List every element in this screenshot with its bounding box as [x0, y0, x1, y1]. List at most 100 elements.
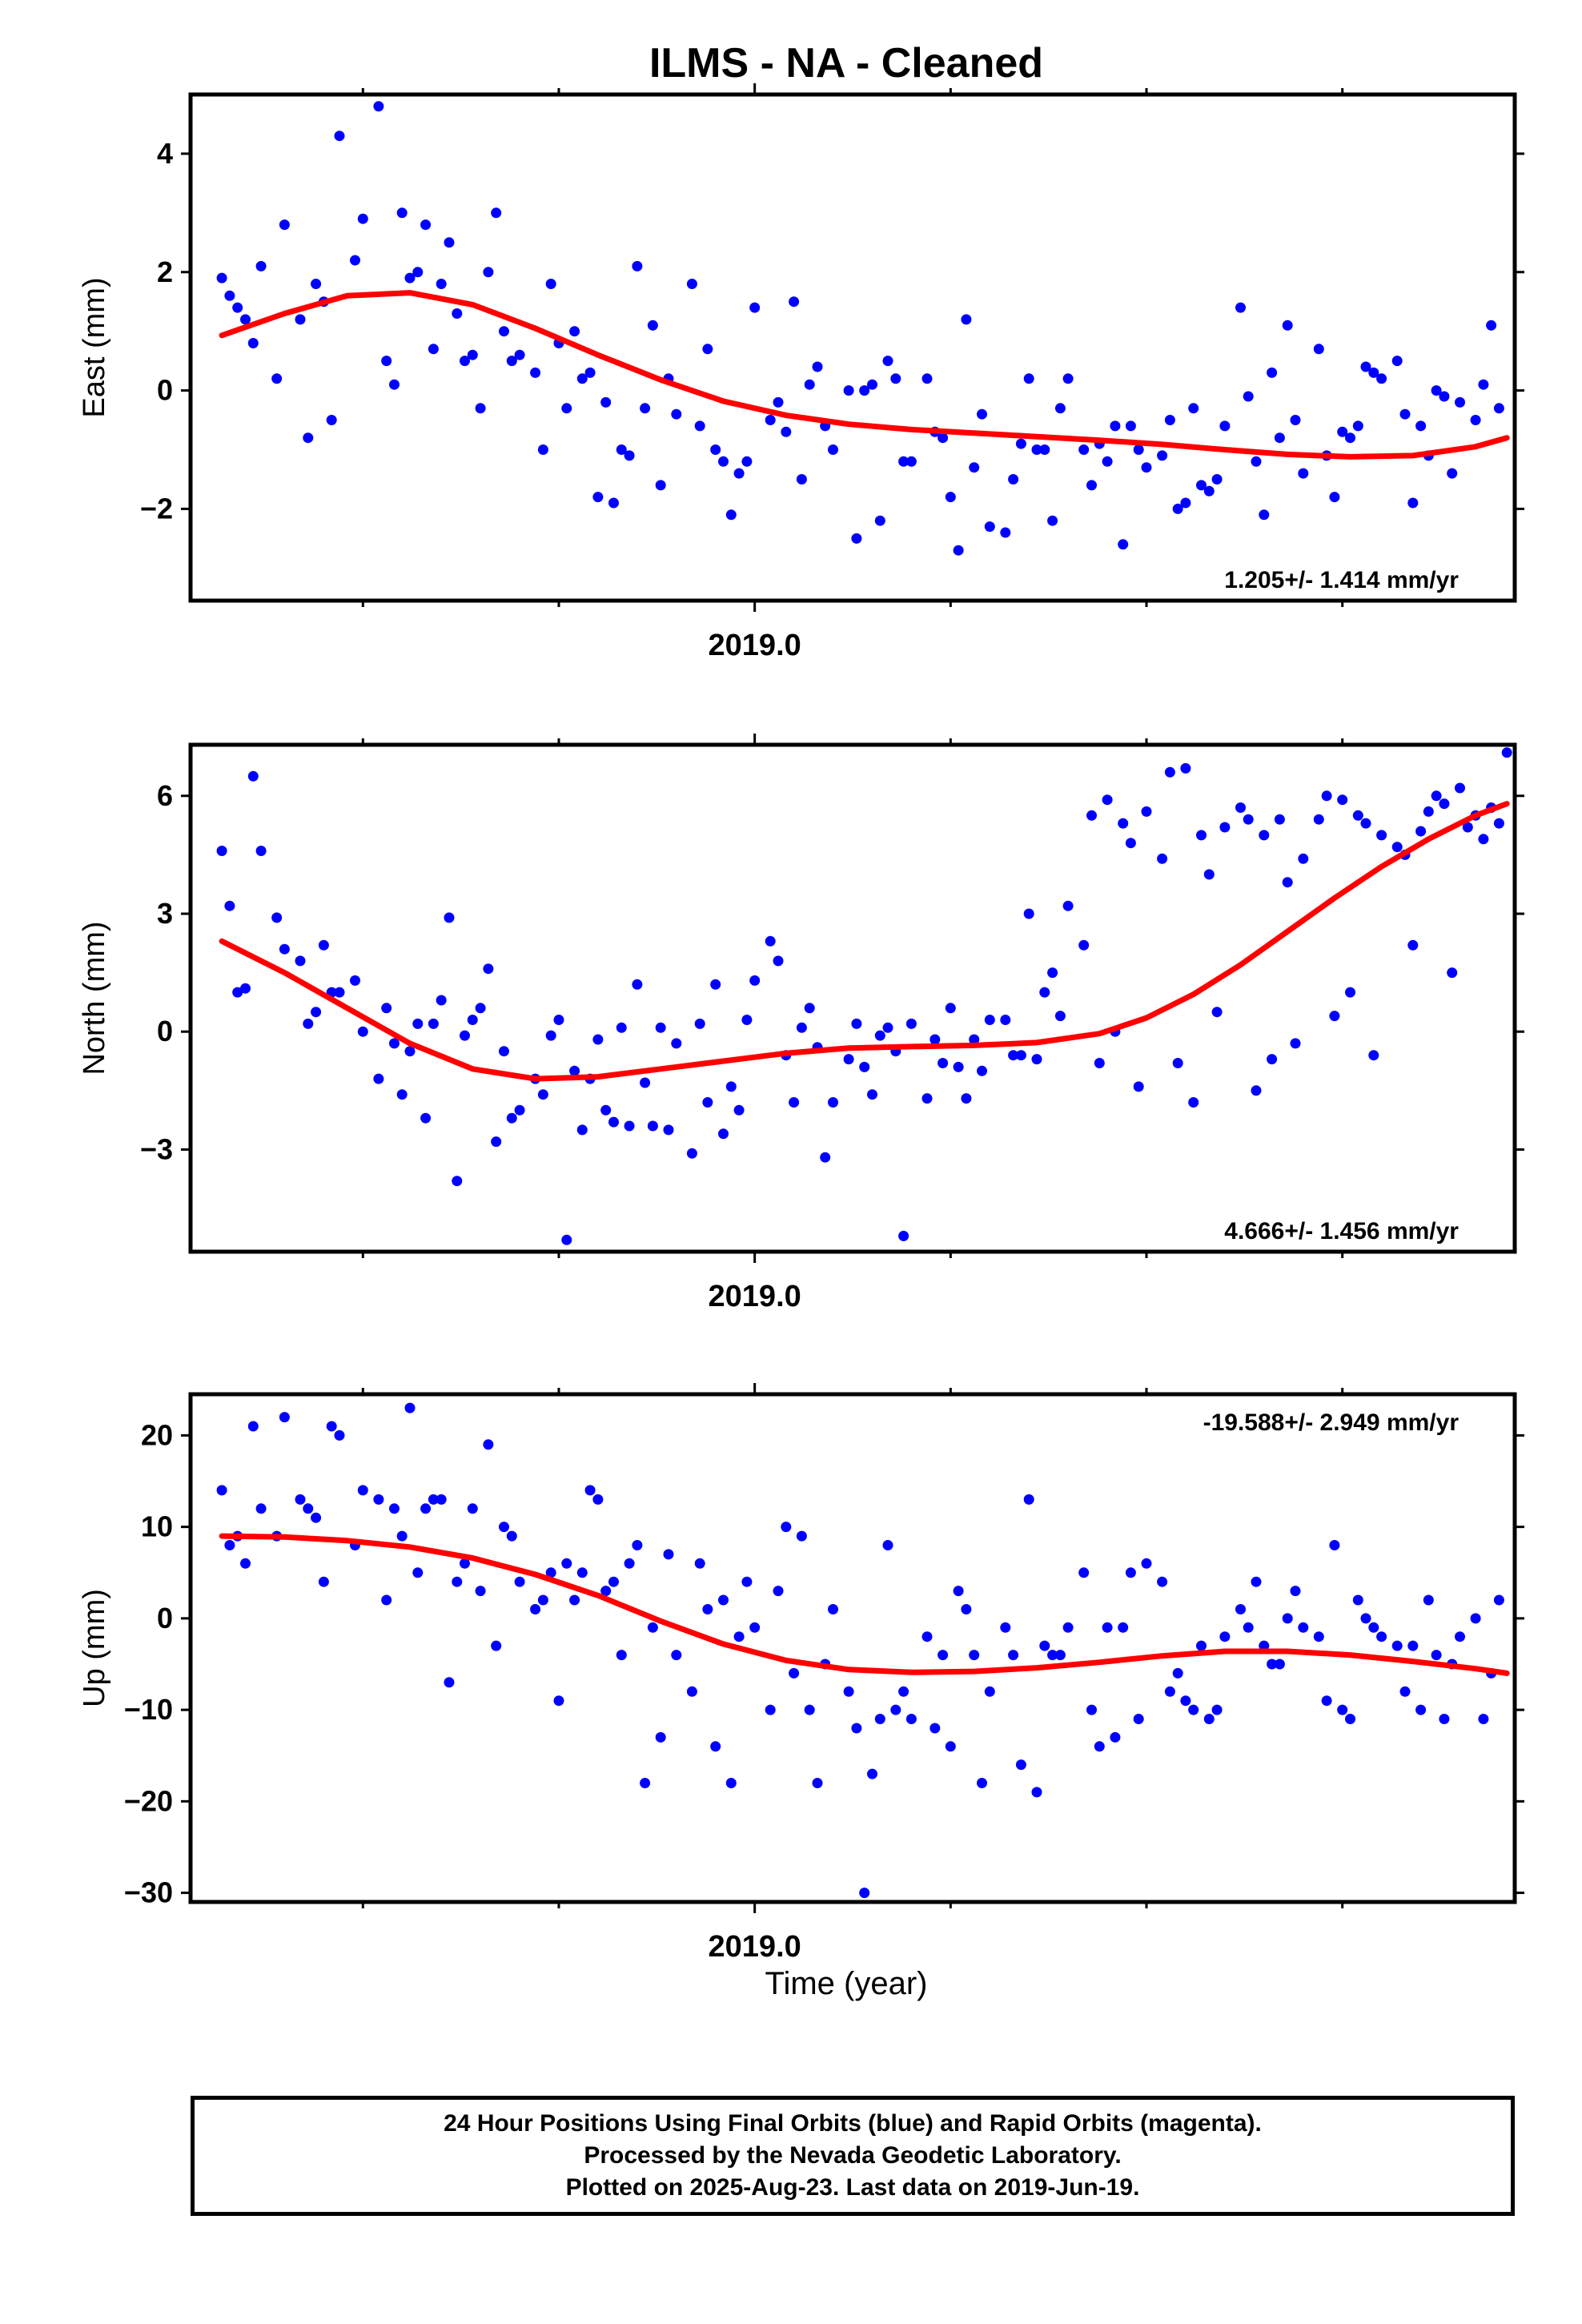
- data-point: [984, 1686, 995, 1697]
- data-point: [733, 468, 745, 479]
- data-point: [1196, 480, 1207, 491]
- data-point: [1000, 527, 1011, 538]
- data-point: [1360, 818, 1371, 829]
- data-point: [804, 379, 815, 390]
- data-point: [247, 1421, 259, 1432]
- data-point: [898, 1230, 909, 1241]
- panel-north: 6 3 0 −3 2019.0 North (mm) 4.666+/- 1.456 mm/y…: [78, 734, 1524, 1313]
- data-point: [702, 1097, 713, 1108]
- data-point: [1251, 1576, 1262, 1587]
- data-point: [624, 1120, 635, 1132]
- data-point: [553, 1695, 564, 1707]
- data-point: [600, 396, 612, 408]
- data-point: [381, 1003, 392, 1014]
- footer-line-1: 24 Hour Positions Using Final Orbits (bl…: [444, 2110, 1262, 2137]
- data-point: [600, 1586, 612, 1597]
- data-point: [1502, 0, 1512, 6]
- data-point: [357, 213, 368, 224]
- x-axis-label: Time (year): [765, 1966, 928, 2001]
- data-point: [460, 1558, 470, 1569]
- x-tick-label-2019: 2019.0: [709, 1280, 801, 1313]
- data-point: [1180, 497, 1191, 509]
- data-point: [279, 943, 290, 955]
- data-point: [828, 444, 838, 455]
- data-point: [420, 1503, 432, 1514]
- y-axis-label-up: Up (mm): [78, 1589, 111, 1707]
- data-point: [694, 420, 705, 432]
- data-point: [404, 272, 416, 283]
- data-point: [1196, 830, 1207, 841]
- data-point: [452, 1176, 463, 1187]
- data-point: [1235, 802, 1246, 813]
- data-point: [1493, 403, 1504, 414]
- data-point: [1031, 444, 1042, 455]
- data-point: [616, 1022, 627, 1033]
- data-point: [224, 1540, 235, 1550]
- data-point: [671, 1038, 682, 1049]
- data-point: [1399, 1686, 1411, 1697]
- data-point: [389, 1503, 400, 1514]
- data-point: [647, 1120, 658, 1132]
- data-point: [357, 1485, 368, 1496]
- data-point: [647, 320, 658, 331]
- data-point: [608, 1576, 619, 1587]
- data-point: [765, 935, 776, 947]
- data-point: [1164, 1686, 1175, 1697]
- data-point: [428, 1018, 439, 1029]
- data-point: [240, 1558, 251, 1569]
- data-point: [255, 846, 267, 856]
- data-point: [725, 1081, 737, 1092]
- data-point: [334, 987, 345, 998]
- data-point: [240, 314, 251, 325]
- y-tick-label: 10: [141, 1510, 173, 1543]
- data-point: [632, 979, 643, 990]
- data-point: [624, 1558, 635, 1569]
- fit-line-north: [219, 801, 1510, 1082]
- data-point: [216, 846, 227, 856]
- data-point: [1157, 450, 1168, 461]
- data-point: [789, 1667, 800, 1679]
- data-point: [592, 492, 604, 503]
- data-point: [569, 1065, 580, 1076]
- data-point: [796, 1530, 807, 1542]
- data-point: [1180, 1695, 1191, 1707]
- y-tick-label: 3: [157, 897, 173, 930]
- y-tick-label: 0: [157, 1602, 173, 1634]
- data-point: [874, 1714, 885, 1724]
- data-point: [921, 373, 933, 384]
- data-point: [600, 1104, 612, 1116]
- data-point: [655, 1022, 666, 1033]
- data-point: [1219, 1631, 1231, 1642]
- data-point: [514, 349, 525, 360]
- y-tick-label: 6: [157, 779, 173, 812]
- y-axis-label-north: North (mm): [78, 921, 111, 1075]
- data-point: [295, 955, 306, 967]
- data-point: [905, 456, 917, 467]
- data-point: [1345, 987, 1355, 998]
- data-point: [1439, 1714, 1450, 1724]
- data-point: [1290, 1586, 1301, 1597]
- data-point: [1407, 1640, 1419, 1651]
- data-point: [1015, 1759, 1026, 1771]
- data-point: [977, 1778, 987, 1788]
- data-point: [1211, 1007, 1223, 1018]
- data-point: [1086, 480, 1097, 491]
- data-points-up: [216, 0, 1512, 1899]
- data-point: [1211, 474, 1223, 485]
- data-point: [1125, 1567, 1136, 1578]
- data-point: [616, 1650, 627, 1661]
- data-point: [1157, 1576, 1168, 1587]
- data-points-north: [216, 747, 1512, 1245]
- data-point: [216, 272, 227, 283]
- data-point: [1000, 1622, 1011, 1633]
- y-tick-label: 4: [157, 137, 173, 170]
- data-point: [1376, 830, 1387, 841]
- data-point: [404, 1402, 416, 1413]
- data-point: [938, 1058, 949, 1068]
- data-point: [1493, 1594, 1504, 1606]
- data-point: [311, 1007, 322, 1018]
- data-point: [765, 415, 776, 425]
- data-point: [859, 1888, 870, 1899]
- data-point: [749, 302, 761, 313]
- data-point: [741, 456, 753, 467]
